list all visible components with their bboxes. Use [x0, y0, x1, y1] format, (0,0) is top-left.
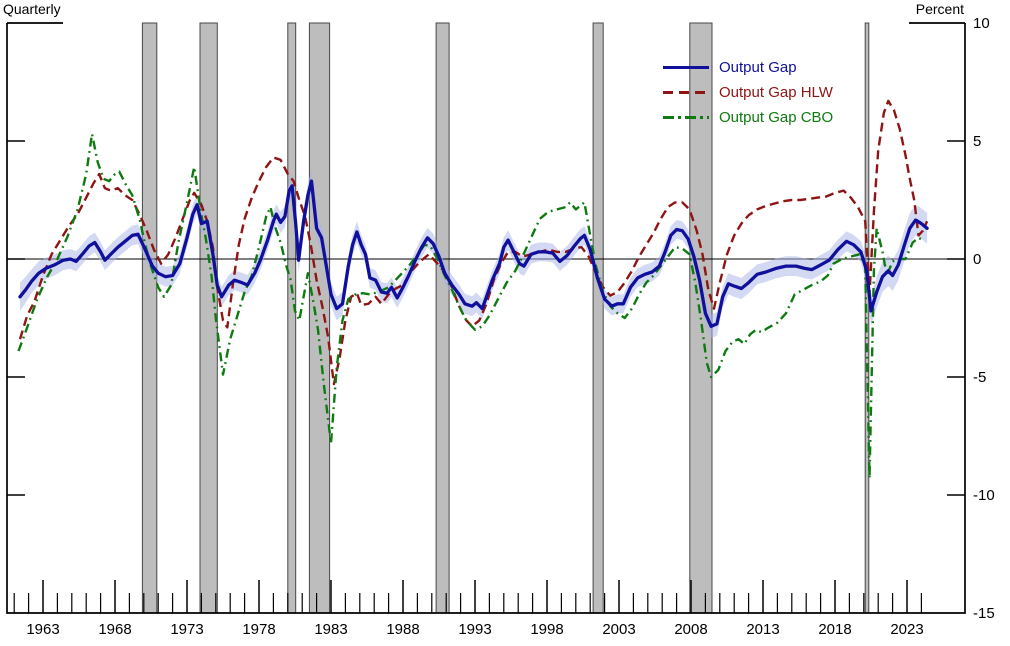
- recession-bar: [308, 22, 331, 614]
- units-label: Percent: [915, 1, 964, 17]
- y-tick-label: -15: [973, 605, 995, 622]
- x-tick-label: 2013: [746, 621, 779, 638]
- frequency-label: Quarterly: [3, 1, 61, 17]
- recession-bar: [141, 22, 158, 614]
- y-tick-label: -5: [973, 369, 986, 386]
- recession-bar: [435, 22, 450, 614]
- legend-item-output-gap-cbo: Output Gap CBO: [663, 108, 833, 126]
- series-output-gap-hlw: [18, 99, 929, 386]
- legend-item-output-gap: Output Gap: [663, 58, 833, 76]
- recession-bar: [287, 22, 297, 614]
- legend-label: Output Gap: [719, 58, 797, 76]
- x-tick-label: 2023: [890, 621, 923, 638]
- x-tick-label: 2008: [674, 621, 707, 638]
- x-tick-label: 1973: [170, 621, 203, 638]
- series-output-gap: [18, 179, 929, 328]
- x-tick-label: 1963: [26, 621, 59, 638]
- legend-item-output-gap-hlw: Output Gap HLW: [663, 83, 833, 101]
- legend-label: Output Gap HLW: [719, 83, 833, 101]
- recession-bar: [592, 22, 604, 614]
- plot-frame: [6, 22, 966, 614]
- y-tick-label: -10: [973, 487, 995, 504]
- x-tick-label: 1978: [242, 621, 275, 638]
- legend: Output Gap Output Gap HLW Output Gap CBO: [663, 58, 833, 126]
- x-tick-label: 2003: [602, 621, 635, 638]
- x-tick-label: 1968: [98, 621, 131, 638]
- y-tick-label: 10: [973, 15, 990, 32]
- output-gap-line-swatch: [663, 65, 709, 69]
- x-tick-label: 1993: [458, 621, 491, 638]
- output-gap-hlw-line-swatch: [663, 90, 709, 94]
- x-tick-label: 2018: [818, 621, 851, 638]
- output-gap-cbo-line-swatch: [663, 115, 709, 119]
- x-tick-label: 1983: [314, 621, 347, 638]
- series-output-gap-cbo: [17, 132, 924, 480]
- x-tick-label: 1998: [530, 621, 563, 638]
- x-tick-label: 1988: [386, 621, 419, 638]
- y-tick-label: 5: [973, 133, 981, 150]
- legend-label: Output Gap CBO: [719, 108, 834, 126]
- y-tick-label: 0: [973, 251, 981, 268]
